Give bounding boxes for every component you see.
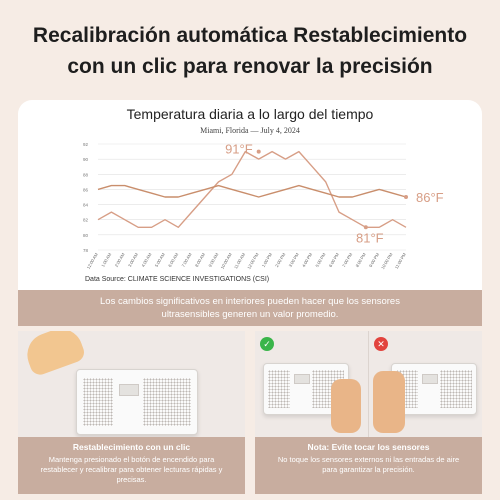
chart-title: Temperatura diaria a lo largo del tiempo [126, 106, 374, 122]
chart-card: Temperatura diaria a lo largo del tiempo… [18, 100, 482, 325]
y-tick-label: 82 [83, 218, 89, 223]
x-tick-label: 12:00 AM [86, 252, 99, 270]
x-tick-label: 8:00 PM [355, 252, 367, 268]
warning-caption: Nota: Evite tocar los sensores No toque … [255, 437, 482, 494]
device-screen [294, 374, 310, 384]
y-tick-label: 78 [83, 248, 89, 253]
sensor-device-correct-illustration [263, 363, 349, 415]
sensor-device-illustration [76, 369, 198, 435]
x-tick-label: 11:00 AM [233, 252, 246, 270]
device-grille-right [143, 378, 191, 426]
x-tick-label: 5:00 PM [314, 252, 326, 268]
y-tick-label: 92 [83, 142, 89, 147]
annotation-dot [363, 225, 368, 230]
x-tick-label: 6:00 PM [328, 252, 340, 268]
x-tick-label: 10:00 AM [220, 252, 233, 270]
annotation-label: 86°F [416, 190, 444, 205]
device-screen [422, 374, 438, 384]
cross-icon: ✕ [374, 337, 388, 351]
panel-divider [368, 331, 369, 437]
x-tick-label: 7:00 AM [181, 252, 193, 268]
annotation-label: 81°F [356, 230, 384, 245]
x-tick-label: 3:00 AM [127, 252, 139, 268]
annotation-dot [256, 149, 261, 154]
annotation-dot [404, 195, 408, 199]
x-tick-label: 4:00 PM [301, 252, 313, 268]
device-grille-right [440, 370, 472, 408]
reset-caption: Restablecimiento con un clic Mantenga pr… [18, 437, 245, 494]
x-tick-label: 3:00 PM [288, 252, 300, 268]
x-tick-label: 5:00 AM [154, 252, 166, 268]
x-tick-label: 9:00 AM [207, 252, 219, 268]
x-tick-label: 1:00 AM [100, 252, 112, 268]
y-tick-label: 88 [83, 172, 89, 177]
x-tick-label: 11:00 PM [394, 252, 407, 270]
y-tick-label: 84 [83, 203, 89, 208]
headline-line-2: con un clic para renovar la precisión [67, 55, 433, 78]
x-tick-label: 2:00 AM [114, 252, 126, 268]
headline: Recalibración automática Restablecimient… [0, 20, 500, 82]
reset-description: Mantenga presionado el botón de encendid… [40, 455, 223, 484]
info-banner: Los cambios significativos en interiores… [18, 290, 482, 326]
device-grille-left [83, 378, 113, 426]
chart-source: Data Source: CLIMATE SCIENCE INVESTIGATI… [85, 276, 270, 283]
reset-panel: Restablecimiento con un clic Mantenga pr… [18, 331, 245, 494]
x-tick-label: 7:00 PM [341, 252, 353, 268]
series-line-2 [97, 184, 407, 198]
series-line-1 [97, 150, 407, 228]
info-banner-text: Los cambios significativos en interiores… [100, 296, 400, 320]
device-screen [119, 384, 139, 396]
device-grille-left [268, 370, 290, 408]
x-tick-label: 12:00 PM [246, 252, 260, 270]
hand-covering-sensor [373, 371, 405, 433]
warning-panel: Nota: Evite tocar los sensores No toque … [255, 331, 482, 494]
reset-title: Restablecimiento con un clic [72, 442, 191, 452]
y-tick-label: 90 [83, 157, 89, 162]
warning-title: Nota: Evite tocar los sensores [307, 442, 430, 452]
x-tick-label: 9:00 PM [368, 252, 380, 268]
checkmark-icon: ✓ [260, 337, 274, 351]
chart-subtitle: Miami, Florida — July 4, 2024 [200, 126, 300, 135]
annotation-label: 91°F [225, 142, 253, 157]
x-tick-label: 2:00 PM [274, 252, 286, 268]
headline-line-1: Recalibración automática Restablecimient… [32, 24, 468, 47]
x-tick-label: 10:00 PM [380, 252, 394, 270]
x-tick-label: 8:00 AM [194, 252, 206, 268]
y-tick-label: 80 [83, 233, 89, 238]
x-tick-label: 1:00 PM [261, 252, 273, 268]
x-tick-label: 6:00 AM [167, 252, 179, 268]
warning-description: No toque los sensores externos ni las en… [277, 455, 460, 474]
x-tick-label: 4:00 AM [140, 252, 152, 268]
hand-holding-correct [331, 379, 361, 433]
y-tick-label: 86 [83, 187, 89, 192]
